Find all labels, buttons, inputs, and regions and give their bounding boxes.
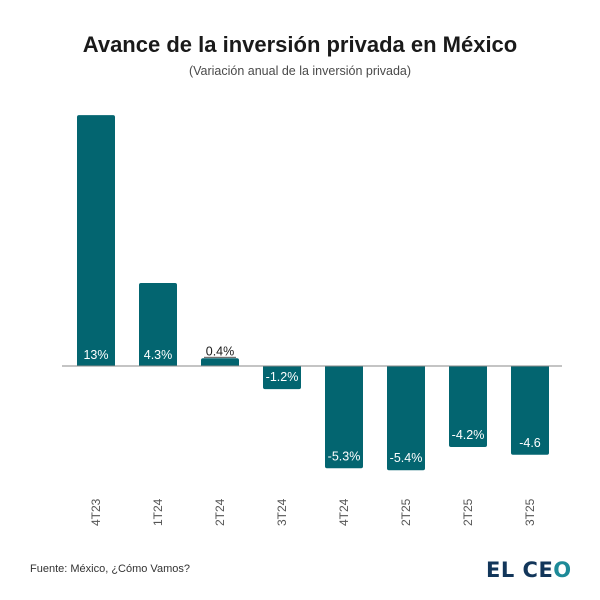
- data-label: 13%: [83, 348, 108, 362]
- bar-3T24: [263, 366, 301, 390]
- x-tick-label: 1T24: [151, 498, 165, 526]
- x-tick-labels-group: 4T23 1T24 2T24 3T24 4T24 2T25 2T25 3T25: [89, 498, 537, 526]
- el-ceo-logo: EL CEO: [486, 558, 572, 582]
- bar-1T24: [139, 283, 177, 366]
- logo-text-o: O: [553, 558, 572, 582]
- source-note: Fuente: México, ¿Cómo Vamos?: [30, 563, 190, 575]
- bar-4T23: [77, 115, 115, 366]
- chart-subtitle: (Variación anual de la inversión privada…: [188, 64, 412, 78]
- bar-2T25: [449, 366, 487, 448]
- x-tick-label: 3T25: [523, 498, 537, 526]
- bar-4T24: [325, 366, 363, 469]
- data-label: 0.4%: [206, 344, 235, 358]
- data-label: -4.2%: [452, 428, 485, 442]
- x-tick-label: 3T24: [275, 498, 289, 526]
- data-label: -1.2%: [266, 370, 299, 384]
- chart-title: Avance de la inversión privada en México: [82, 32, 518, 57]
- x-tick-label: 4T24: [337, 498, 351, 526]
- data-label: -5.3%: [328, 449, 361, 463]
- data-labels-group: 13% 4.3% 0.4% -1.2% -5.3% -5.4% -4.2% -4.6: [83, 344, 540, 465]
- data-label: -5.4%: [390, 451, 423, 465]
- x-tick-label: 2T25: [399, 498, 413, 526]
- data-label: 4.3%: [144, 348, 173, 362]
- bar-2T25: [387, 366, 425, 471]
- bar-2T24: [201, 358, 239, 366]
- x-tick-label: 4T23: [89, 498, 103, 526]
- data-label: -4.6: [519, 436, 541, 450]
- bar-3T25: [511, 366, 549, 455]
- bars-group: [77, 115, 549, 471]
- logo-text-main: EL CE: [486, 558, 554, 582]
- x-tick-label: 2T24: [213, 498, 227, 526]
- x-tick-label: 2T25: [461, 498, 475, 526]
